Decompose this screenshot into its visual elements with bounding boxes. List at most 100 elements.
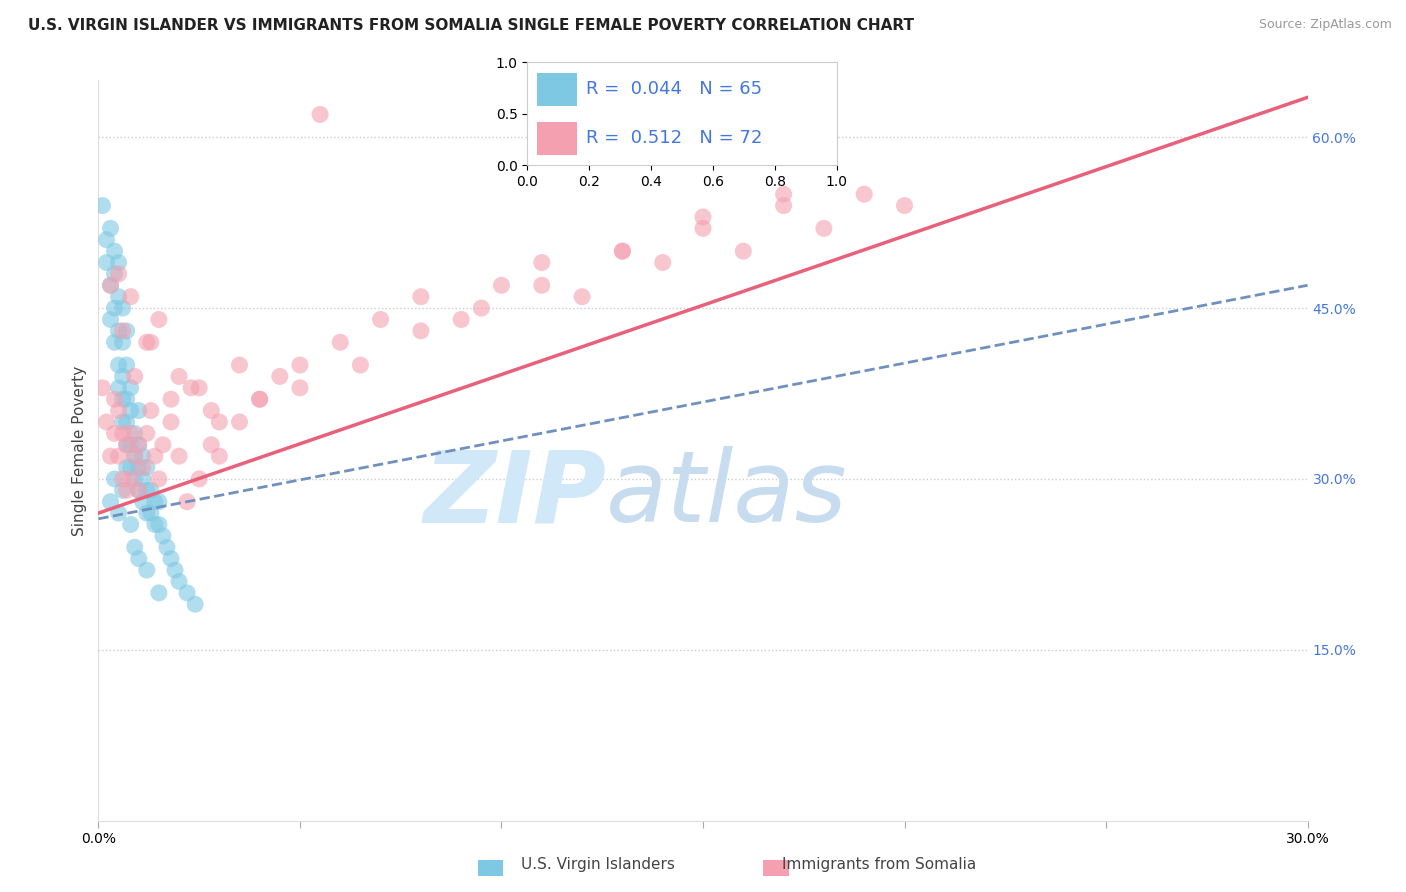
Point: [188, 472, 211, 486]
Point: [208, 449, 231, 463]
Point: [111, 335, 134, 350]
Point: [288, 358, 311, 372]
Point: [450, 312, 472, 326]
Point: [148, 312, 170, 326]
Point: [103, 244, 125, 259]
Point: [107, 506, 129, 520]
Point: [228, 358, 250, 372]
Point: [115, 415, 138, 429]
Point: [160, 415, 183, 429]
Point: [135, 426, 157, 441]
Text: Source: ZipAtlas.com: Source: ZipAtlas.com: [1258, 18, 1392, 31]
Text: Immigrants from Somalia: Immigrants from Somalia: [782, 857, 976, 872]
Point: [132, 472, 155, 486]
Point: [120, 381, 142, 395]
Point: [107, 449, 129, 463]
Point: [612, 244, 634, 259]
Point: [135, 563, 157, 577]
Point: [100, 221, 122, 235]
Point: [132, 460, 155, 475]
Point: [329, 335, 352, 350]
Point: [813, 221, 835, 235]
Bar: [537, 122, 576, 155]
Point: [115, 392, 138, 407]
Point: [163, 563, 186, 577]
Point: [148, 586, 170, 600]
Point: [200, 403, 222, 417]
Point: [115, 438, 138, 452]
Point: [288, 381, 311, 395]
Point: [571, 290, 593, 304]
Point: [128, 460, 150, 475]
Point: [128, 483, 150, 498]
Point: [156, 541, 179, 555]
Point: [120, 517, 142, 532]
Text: U.S. Virgin Islanders: U.S. Virgin Islanders: [520, 857, 675, 872]
Point: [772, 187, 794, 202]
Bar: [537, 73, 576, 105]
Point: [132, 494, 155, 508]
Text: ZIP: ZIP: [423, 446, 606, 543]
Point: [100, 278, 122, 293]
Point: [124, 541, 146, 555]
Point: [530, 278, 553, 293]
Point: [139, 506, 162, 520]
Point: [143, 494, 166, 508]
Point: [111, 392, 134, 407]
Point: [120, 438, 142, 452]
Point: [188, 381, 211, 395]
Point: [152, 529, 174, 543]
Point: [128, 551, 150, 566]
Point: [124, 449, 146, 463]
Point: [115, 460, 138, 475]
Point: [772, 198, 794, 212]
Point: [96, 233, 118, 247]
Point: [100, 449, 122, 463]
Point: [160, 551, 183, 566]
Text: atlas: atlas: [606, 446, 848, 543]
Point: [120, 472, 142, 486]
Point: [733, 244, 755, 259]
Point: [612, 244, 634, 259]
Point: [103, 267, 125, 281]
Point: [143, 517, 166, 532]
Point: [91, 381, 114, 395]
Point: [139, 483, 162, 498]
Point: [167, 369, 190, 384]
Text: R =  0.044   N = 65: R = 0.044 N = 65: [586, 80, 762, 98]
Point: [349, 358, 371, 372]
Point: [124, 369, 146, 384]
Point: [96, 255, 118, 269]
Point: [128, 438, 150, 452]
Point: [180, 381, 202, 395]
Point: [128, 483, 150, 498]
Point: [148, 517, 170, 532]
Point: [124, 449, 146, 463]
Point: [409, 324, 432, 338]
Point: [103, 335, 125, 350]
Point: [103, 472, 125, 486]
Point: [176, 494, 198, 508]
Point: [167, 449, 190, 463]
Point: [103, 301, 125, 315]
Point: [228, 415, 250, 429]
Point: [309, 107, 332, 121]
Point: [160, 392, 183, 407]
Y-axis label: Single Female Poverty: Single Female Poverty: [72, 366, 87, 535]
Point: [107, 403, 129, 417]
Point: [176, 586, 198, 600]
Point: [115, 483, 138, 498]
Point: [651, 255, 673, 269]
Point: [249, 392, 271, 407]
Point: [120, 460, 142, 475]
Point: [107, 358, 129, 372]
Point: [100, 494, 122, 508]
Point: [100, 278, 122, 293]
Point: [107, 290, 129, 304]
Point: [132, 449, 155, 463]
Point: [139, 403, 162, 417]
Point: [135, 483, 157, 498]
Point: [120, 403, 142, 417]
Point: [96, 415, 118, 429]
Point: [111, 426, 134, 441]
